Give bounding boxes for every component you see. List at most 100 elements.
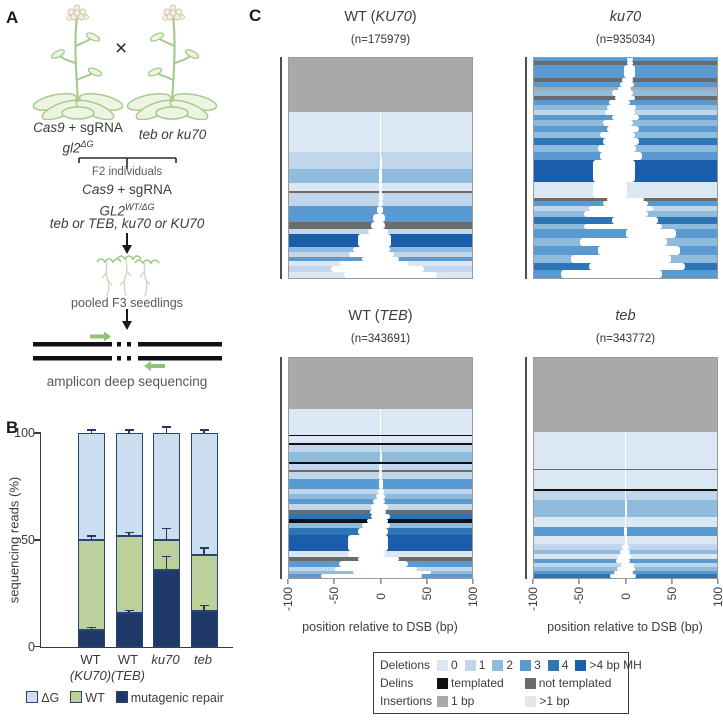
deletion-gap [379,111,382,122]
heatmap-row [289,234,472,248]
heatmap-row [534,543,717,550]
legend-item-label: 1 [478,658,486,672]
bar-segment-WT [78,540,105,630]
title-part: ) [407,308,413,324]
legend-item: 0 [437,658,458,672]
deletion-gap [599,132,635,139]
heatmap-row [289,560,472,567]
heatmap-row [534,229,717,238]
deletion-gap [379,451,383,463]
bar-segment-WT [115,535,143,613]
legend-item: not templated [524,676,611,690]
deletion-gap [599,152,642,160]
error-bar-cap [162,527,171,530]
deletion-gap [366,518,388,523]
deletion-gap [340,261,408,267]
heatmap-row [534,144,717,153]
heatmap-row [534,516,717,528]
heatmap-row [534,65,717,79]
deletion-gap [598,246,681,255]
legend-swatch-icon [520,659,532,671]
heatmap-row [289,443,472,445]
heatmap-row [289,191,472,194]
cross-symbol: × [115,37,128,60]
bar-category-label: WT (KU70) [70,652,111,684]
heatmap-row [289,509,472,514]
heatmap-row [289,266,472,273]
legend-swatch-icon [464,659,476,671]
y-tick-label: 100 [14,426,35,440]
deletion-gap [623,527,628,536]
deletion-gap [367,229,388,235]
x-tick-label-text: -100 [281,587,295,612]
bar-segment-mutagenic-repair [78,629,105,647]
deletion-gap [602,138,640,145]
b-plot-area: 100 50 0 [14,426,233,654]
deletion-gap [371,513,390,519]
deletion-gap [618,86,631,90]
amplicon-seq-label: amplicon deep sequencing [46,374,208,389]
heatmap-row [289,156,472,169]
deletion-gap [614,96,635,101]
error-bar [165,557,168,570]
deletion-gap [349,252,395,258]
heatmap-row [534,138,717,145]
plant-right-icon [126,4,218,120]
deletion-gap [584,224,663,230]
bar-segment-ΔG [190,433,218,555]
down-arrow-icon [122,309,132,330]
legend-item-label: 2 [506,658,514,672]
error-bar-cap [162,555,171,558]
title-part: TEB [379,308,408,324]
legend-swatch-icon [437,659,448,671]
heatmap-row [534,224,717,230]
deletion-gap [343,272,438,278]
flower-cluster [162,4,185,21]
x-tick-mark [333,579,335,584]
heatmap-row [289,469,472,472]
legend-item: >1 bp [525,694,570,708]
legend-swatch-icon [525,695,537,707]
x-tick-label: 100 [466,587,480,612]
deletion-gap [570,254,672,264]
deletion-gap [627,61,633,66]
deletion-gap [611,115,640,121]
heatmap-row [289,145,472,152]
plant-left-icon [32,4,124,120]
heatmap-row [289,499,472,505]
category-label-line: (TEB) [111,668,145,683]
legend-item-label: 4 [561,658,569,672]
rosette-leaves [126,93,218,120]
bar-segment-ΔG [153,433,180,541]
heatmap-row [289,462,472,464]
legend-row-label: Insertions [380,694,433,708]
heatmap-row [289,121,472,131]
deletion-gap [371,222,386,230]
error-bar-cap [87,429,96,431]
deletion-gap [373,214,386,223]
deletion-gap [376,206,384,215]
deletion-gap [371,504,388,510]
bar-category-label: teb [194,652,212,668]
c-y-axis-line [280,57,282,279]
y-tick-label: 50 [21,533,35,547]
heatmap-row [289,444,472,452]
deletion-gap [617,567,635,571]
panel-c-label: C [249,6,262,25]
error-bar [203,430,205,433]
deletion-gap [379,121,382,131]
heatmap-row [534,489,717,491]
error-bar-cap [124,609,134,612]
heatmap-row [534,535,717,544]
deletion-gap [624,500,628,517]
f2-genotype-line2: GL2WT/ΔG [99,202,155,219]
pooled-f3-label: pooled F3 seedlings [71,296,183,310]
heatmap-row [534,490,717,501]
deletion-gap [621,543,630,550]
heatmap-row [289,570,472,574]
heatmap-row [289,494,472,500]
deletion-gap [357,556,399,561]
deletion-gap [624,458,627,469]
c-heatmap-teb [533,357,718,579]
title-part: WT ( [348,308,380,324]
